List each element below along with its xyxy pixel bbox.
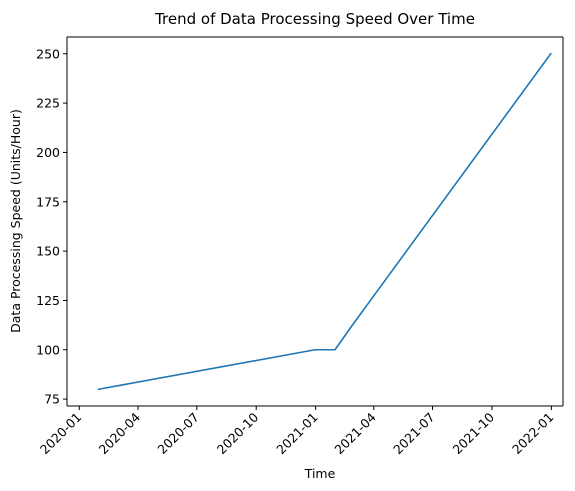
x-tick-label: 2020-01 [37,410,85,458]
y-tick-label: 175 [36,194,60,209]
x-axis-title: Time [304,466,336,481]
y-tick-label: 125 [36,293,60,308]
x-tick-label: 2021-01 [273,410,321,458]
y-axis: 75 100 125 150 175 200 225 250 [36,46,67,407]
x-tick-label: 2021-10 [450,409,498,457]
x-tick-label: 2021-07 [390,410,438,458]
y-tick-label: 75 [44,392,60,407]
x-tick-label: 2021-04 [331,409,379,457]
y-axis-title: Data Processing Speed (Units/Hour) [8,109,23,333]
y-tick-label: 250 [36,46,60,61]
x-tick-label: 2020-10 [214,409,262,457]
y-tick-label: 225 [36,96,60,111]
x-tick-label: 2022-01 [509,410,557,458]
plot-area [67,37,563,406]
series-layer [97,52,552,391]
x-tick-label: 2020-04 [96,409,144,457]
y-tick-label: 100 [36,342,60,357]
series-line [97,52,552,391]
x-axis: 2020-01 2020-04 2020-07 2020-10 2021-01 2021-… [37,406,557,458]
chart-title: Trend of Data Processing Speed Over Time [154,10,475,28]
y-tick-label: 150 [36,244,60,259]
y-tick-label: 200 [36,145,60,160]
x-tick-label: 2020-07 [154,410,202,458]
